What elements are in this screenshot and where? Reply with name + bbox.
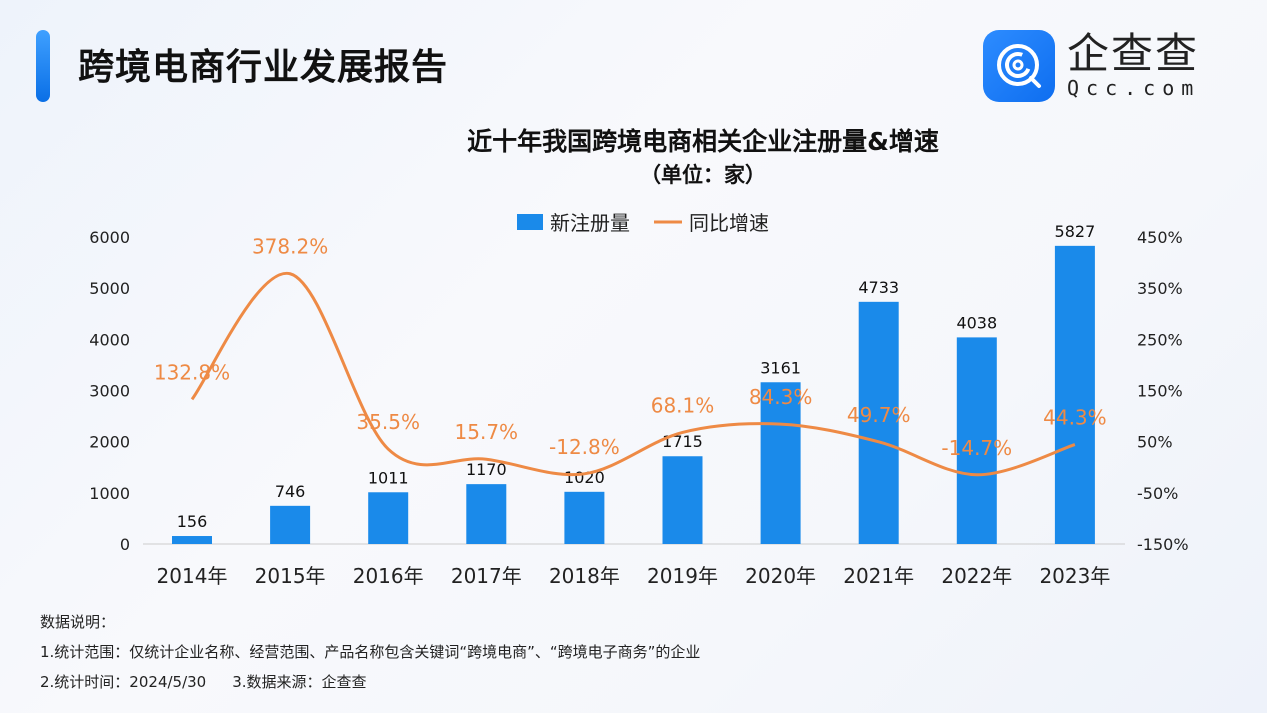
bar [564,491,605,544]
right-axis-tick: 450% [1137,228,1183,247]
chart-subtitle: （单位：家） [640,163,766,187]
bar-value-label: 4733 [858,278,899,297]
bar-value-label: 4038 [956,313,997,332]
bar [172,536,212,544]
notes-heading: 数据说明： [40,613,116,631]
legend-line-label: 同比增速 [689,211,769,235]
x-axis-tick: 2022年 [941,564,1012,588]
bar-value-label: 1170 [466,460,507,479]
growth-value-label: 44.3% [1043,406,1107,430]
logo-text-cn: 企查查 [1067,29,1200,78]
bar-value-label: 156 [177,512,208,531]
notes-line-scope: 1.统计范围：仅统计企业名称、经营范围、产品名称包含关键词“跨境电商”、“跨境电… [40,643,701,661]
x-axis-tick: 2017年 [451,564,522,588]
data-notes: 数据说明： 1.统计范围：仅统计企业名称、经营范围、产品名称包含关键词“跨境电商… [40,607,700,697]
bar-value-label: 746 [275,482,306,501]
page-title: 跨境电商行业发展报告 [78,47,449,88]
left-axis-tick: 3000 [89,382,130,401]
left-axis-tick: 0 [120,535,130,554]
qcc-logo-icon [983,30,1055,102]
x-axis-tick: 2016年 [353,564,424,588]
x-axis-tick: 2014年 [157,564,228,588]
right-axis-tick: 50% [1137,433,1173,452]
growth-value-label: -12.8% [549,435,620,459]
qcc-logo: 企查查 Qcc.com [983,30,1200,102]
x-axis-tick: 2015年 [255,564,326,588]
bar [368,492,409,544]
x-axis-tick: 2018年 [549,564,620,588]
chart: 近十年我国跨境电商相关企业注册量&增速 （单位：家） 新注册量 同比增速 0 10… [89,127,1189,588]
notes-line-source: 3.数据来源：企查查 [232,673,367,691]
left-axis-tick: 6000 [89,228,130,247]
growth-value-label: 378.2% [252,235,328,259]
growth-line [190,272,1076,477]
growth-value-label: 84.3% [749,385,813,409]
right-axis-tick: 250% [1137,330,1183,349]
growth-value-label: 49.7% [847,403,911,427]
growth-value-label: -14.7% [941,436,1012,460]
growth-value-label: 68.1% [651,393,715,417]
bar [662,456,703,544]
bar [956,337,997,544]
left-axis-tick: 5000 [89,279,130,298]
x-axis-tick: 2021年 [843,564,914,588]
x-axis-tick: 2020年 [745,564,816,588]
growth-value-label: 132.8% [154,360,230,384]
bar [270,505,311,544]
right-axis-tick: -150% [1137,535,1189,554]
left-axis-tick: 1000 [89,484,130,503]
right-axis-tick: 350% [1137,279,1183,298]
title-accent-bar [36,30,50,102]
x-axis-tick: 2023年 [1039,564,1110,588]
legend: 新注册量 同比增速 [517,211,769,235]
right-axis-tick: 150% [1137,382,1183,401]
left-axis-tick: 4000 [89,330,130,349]
right-axis-tick: -50% [1137,484,1178,503]
logo-text-en: Qcc.com [1067,76,1201,100]
growth-value-label: 35.5% [356,410,420,434]
growth-value-label: 15.7% [455,420,519,444]
notes-line-time: 2.统计时间：2024/5/30 [40,673,207,691]
chart-title: 近十年我国跨境电商相关企业注册量&增速 [467,127,939,156]
legend-bar-label: 新注册量 [550,211,630,235]
bar-value-label: 1011 [368,468,409,487]
bar-value-label: 5827 [1055,222,1096,241]
legend-bar-swatch [517,214,543,230]
bar-value-label: 1715 [662,432,703,451]
bar [1054,245,1095,544]
bar [760,382,801,544]
bar-value-label: 3161 [760,358,801,377]
bar [858,301,899,544]
left-axis-tick: 2000 [89,433,130,452]
bar [466,484,507,544]
x-axis-tick: 2019年 [647,564,718,588]
